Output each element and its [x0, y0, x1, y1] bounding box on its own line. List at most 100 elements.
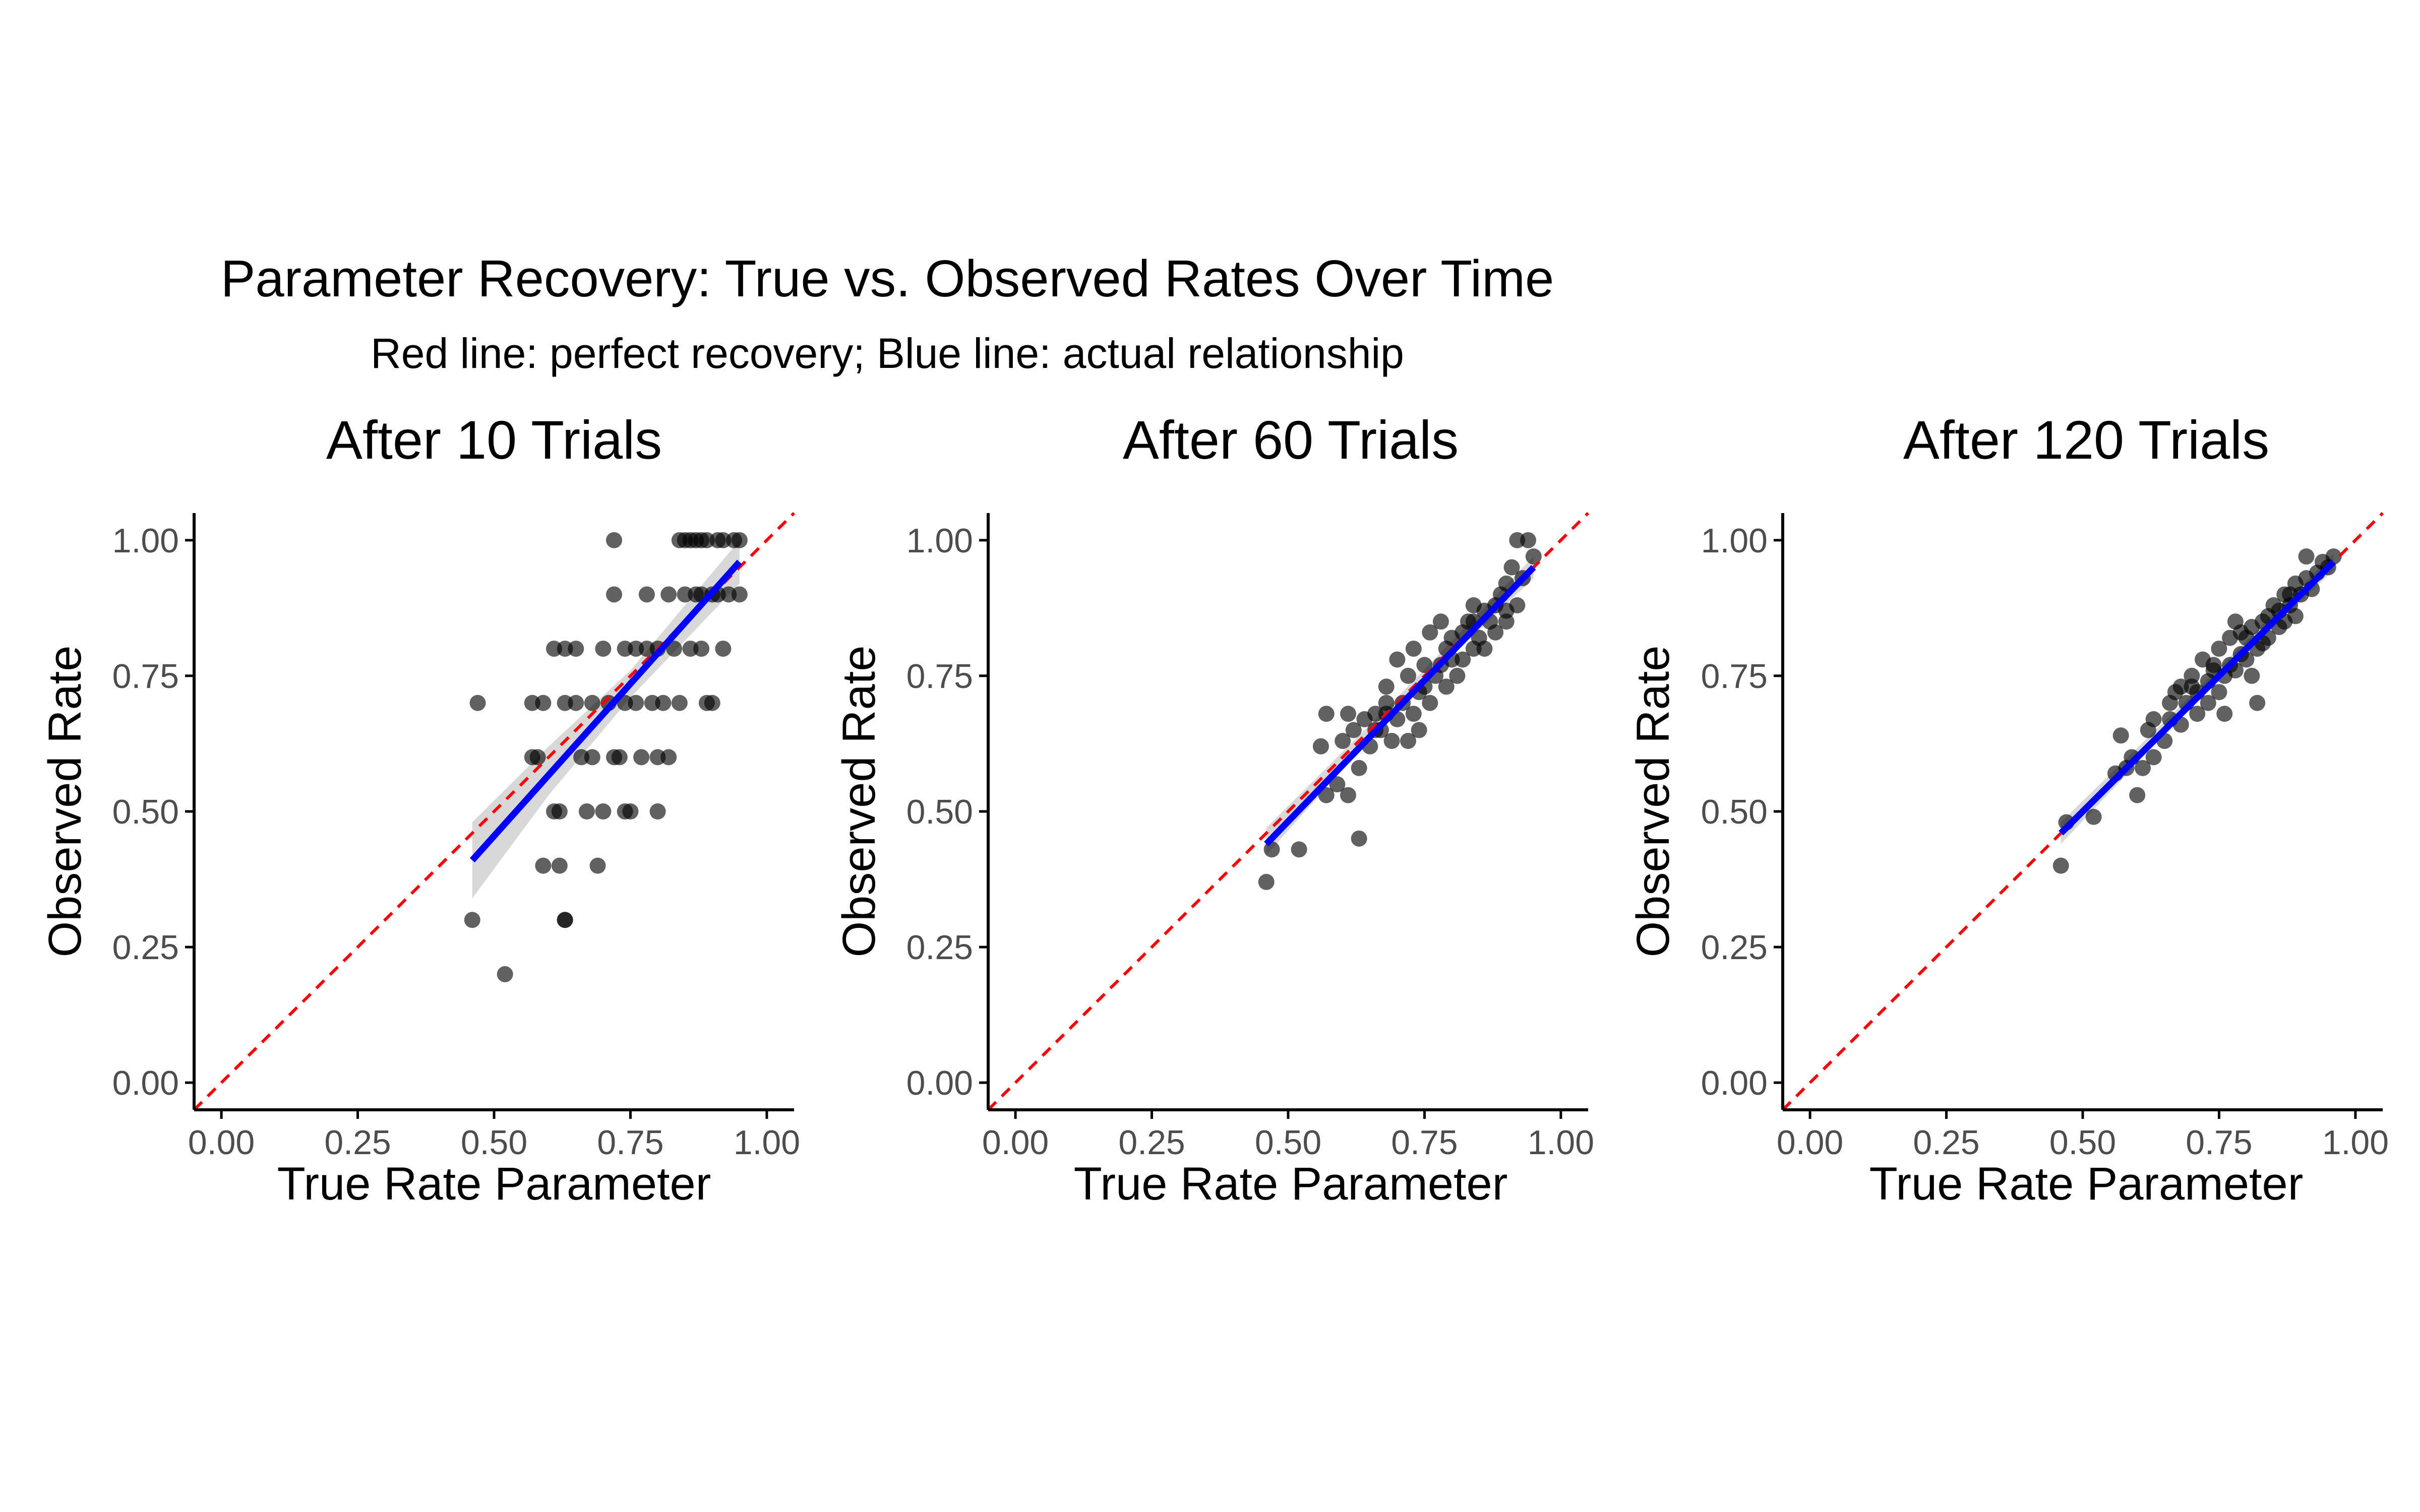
data-point: [628, 695, 644, 711]
data-point: [1312, 738, 1329, 754]
data-point: [617, 803, 633, 820]
panel-after-60-trials: After 60 Trials 0.00 0.25 0.50 0.75 1.00 0.00…: [833, 409, 1594, 1210]
data-point: [2244, 667, 2260, 684]
data-point: [1503, 559, 1520, 576]
identity-line: [193, 512, 796, 1111]
data-point: [715, 641, 732, 657]
data-point: [529, 749, 546, 766]
y-axis-title: Observed Rate: [39, 646, 91, 958]
confidence-ribbon: [472, 540, 740, 899]
y-tick-label: 0.75: [112, 657, 179, 696]
data-point: [704, 695, 720, 711]
data-point: [1351, 830, 1367, 847]
data-point: [2112, 727, 2129, 744]
data-point: [2085, 808, 2102, 825]
data-point: [546, 803, 562, 820]
data-point: [1335, 733, 1351, 749]
data-point: [1318, 787, 1335, 803]
x-tick-label: 0.75: [2186, 1123, 2252, 1162]
y-tick-label: 0.25: [906, 928, 973, 967]
data-point: [660, 749, 677, 766]
data-point: [1400, 733, 1416, 749]
x-tick-label: 0.00: [1777, 1123, 1843, 1162]
data-point: [1422, 624, 1438, 641]
y-tick-label: 0.50: [1701, 793, 1768, 831]
data-point: [671, 695, 688, 711]
data-point: [2211, 684, 2227, 701]
data-point: [606, 586, 622, 603]
data-point: [589, 857, 606, 874]
x-axis-title: True Rate Parameter: [1074, 1158, 1508, 1210]
data-point: [557, 912, 573, 928]
data-point: [1449, 667, 1466, 684]
data-point: [578, 803, 595, 820]
data-point: [1498, 613, 1515, 630]
fit-line: [469, 559, 742, 863]
data-point: [2232, 624, 2249, 641]
y-axis-title: Observed Rate: [1627, 646, 1679, 958]
x-tick-label: 1.00: [734, 1123, 800, 1162]
data-point: [535, 695, 552, 711]
data-point: [2287, 608, 2304, 624]
x-tick-label: 0.75: [597, 1123, 663, 1162]
x-axis-title: True Rate Parameter: [277, 1158, 711, 1210]
x-tick-label: 0.00: [188, 1123, 255, 1162]
y-axis-title: Observed Rate: [833, 646, 885, 958]
panel-title: After 60 Trials: [1123, 409, 1459, 470]
data-point: [1405, 641, 1422, 657]
data-point: [2145, 711, 2162, 728]
data-point: [1487, 624, 1504, 641]
data-point: [1400, 667, 1416, 684]
x-tick-label: 0.25: [1118, 1123, 1185, 1162]
data-point: [1258, 873, 1275, 890]
data-point: [1389, 651, 1406, 668]
panel-title: After 120 Trials: [1903, 409, 2269, 470]
data-point: [1318, 706, 1335, 722]
x-tick-label: 1.00: [1528, 1123, 1594, 1162]
data-point: [1329, 776, 1346, 793]
figure-title: Parameter Recovery: True vs. Observed Ra…: [221, 249, 1554, 307]
x-tick-label: 0.25: [1913, 1123, 1979, 1162]
data-point: [731, 586, 748, 603]
data-point: [1345, 722, 1362, 738]
data-point: [595, 641, 612, 657]
data-point: [1432, 613, 1449, 630]
data-point: [1416, 657, 1433, 673]
figure-subtitle: Red line: perfect recovery; Blue line: a…: [371, 330, 1404, 377]
data-point: [1405, 706, 1422, 722]
data-point: [464, 912, 480, 928]
data-point: [606, 532, 622, 548]
data-point: [1422, 695, 1438, 711]
data-point: [693, 641, 710, 657]
y-tick-label: 0.00: [1701, 1064, 1768, 1102]
y-tick-label: 0.75: [906, 657, 973, 696]
x-tick-label: 0.25: [324, 1123, 391, 1162]
data-point: [611, 749, 628, 766]
data-point: [1411, 722, 1427, 738]
y-tick-label: 0.75: [1701, 657, 1768, 696]
data-point: [2216, 706, 2233, 722]
data-point: [584, 749, 600, 766]
data-point: [469, 695, 486, 711]
y-tick-label: 1.00: [112, 522, 179, 560]
plot-area: 0.00 0.25 0.50 0.75 1.00 0.00 0.25 0.50 0.75 1.00: [1701, 512, 2389, 1162]
data-point: [1438, 678, 1455, 695]
panel-title: After 10 Trials: [326, 409, 662, 470]
panel-after-10-trials: After 10 Trials 0.00 0.25 0.50 0.75 1.000.00…: [39, 409, 800, 1210]
data-point: [2145, 749, 2162, 766]
data-point: [731, 532, 748, 548]
data-point: [535, 857, 552, 874]
x-tick-label: 1.00: [2322, 1123, 2389, 1162]
plot-area: 0.00 0.25 0.50 0.75 1.00 0.00 0.25 0.50 0.75 1.00: [906, 512, 1594, 1162]
x-tick-label: 0.00: [982, 1123, 1049, 1162]
data-point: [2325, 548, 2342, 565]
data-point: [551, 857, 568, 874]
identity-line: [987, 512, 1590, 1111]
data-point: [2189, 706, 2206, 722]
y-tick-label: 0.00: [906, 1064, 973, 1102]
fit-line: [2059, 559, 2336, 836]
y-tick-label: 0.50: [906, 793, 973, 831]
x-tick-label: 0.75: [1391, 1123, 1458, 1162]
